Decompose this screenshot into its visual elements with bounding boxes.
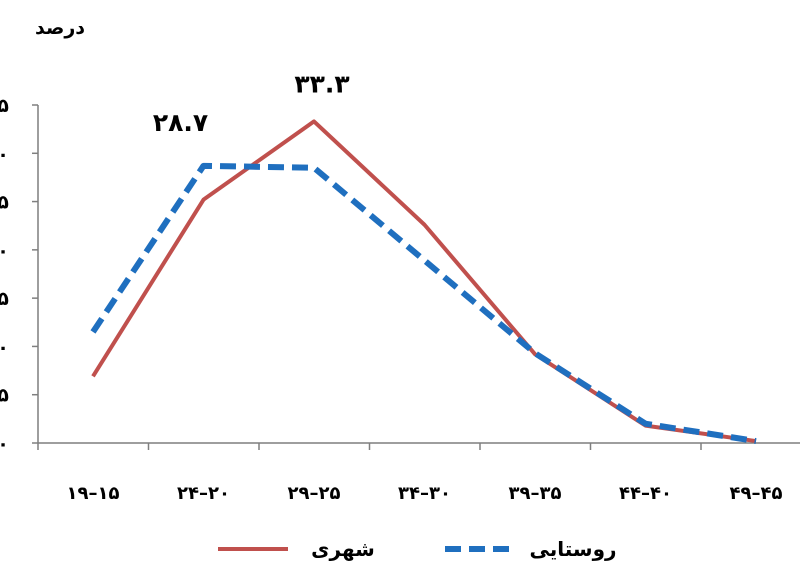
x-tick-label: ۴۴–۴۰ [619, 483, 672, 504]
x-ticks: ۱۹–۱۵ ۲۴–۲۰ ۲۹–۲۵ ۳۴–۳۰ ۳۹–۳۵ ۴۴–۴۰ ۴۹–۴۵ [37, 443, 783, 504]
y-tick-label: ۵ [0, 192, 9, 214]
legend-label-0: شهری [311, 537, 375, 561]
x-tick-label: ۴۹–۴۵ [730, 483, 783, 504]
annotations: ۲۸.۷ ۳۳.۳ [153, 69, 350, 136]
data-point [423, 223, 427, 227]
y-tick-label: ۰ [0, 240, 9, 262]
legend-label-1: روستایی [529, 537, 616, 561]
data-point [423, 258, 427, 262]
data-point [533, 351, 537, 355]
y-tick-label: ۵ [0, 95, 9, 117]
data-point [202, 164, 206, 168]
data-point [644, 422, 648, 426]
x-tick-label: ۳۴–۳۰ [398, 483, 451, 504]
x-tick-label: ۲۴–۲۰ [177, 483, 230, 504]
y-axis-label: درصد [35, 17, 85, 39]
series-line-0 [91, 119, 757, 444]
y-tick-label: ۰ [0, 143, 9, 165]
y-tick-label: ۵ [0, 385, 9, 407]
y-tick-label: ۵ [0, 288, 9, 310]
x-tick-label: ۲۹–۲۵ [288, 483, 341, 504]
data-point [91, 330, 95, 334]
x-tick-label: ۳۹–۳۵ [509, 483, 562, 504]
x-tick-label: ۱۹–۱۵ [67, 483, 120, 504]
series-layer [90, 119, 758, 445]
legend: شهری روستایی [218, 537, 617, 561]
data-point [312, 166, 316, 170]
data-point [91, 374, 95, 378]
series-line-1 [90, 162, 757, 445]
data-point [312, 119, 316, 123]
data-label: ۳۳.۳ [294, 69, 349, 98]
y-tick-label: ۰ [0, 336, 9, 358]
y-ticks: ۰ ۵ ۰ ۵ ۰ ۵ ۰ ۵ [0, 95, 38, 455]
data-point [754, 439, 758, 443]
data-label: ۲۸.۷ [153, 108, 208, 137]
data-point [202, 198, 206, 202]
y-tick-label: ۰ [0, 433, 9, 455]
